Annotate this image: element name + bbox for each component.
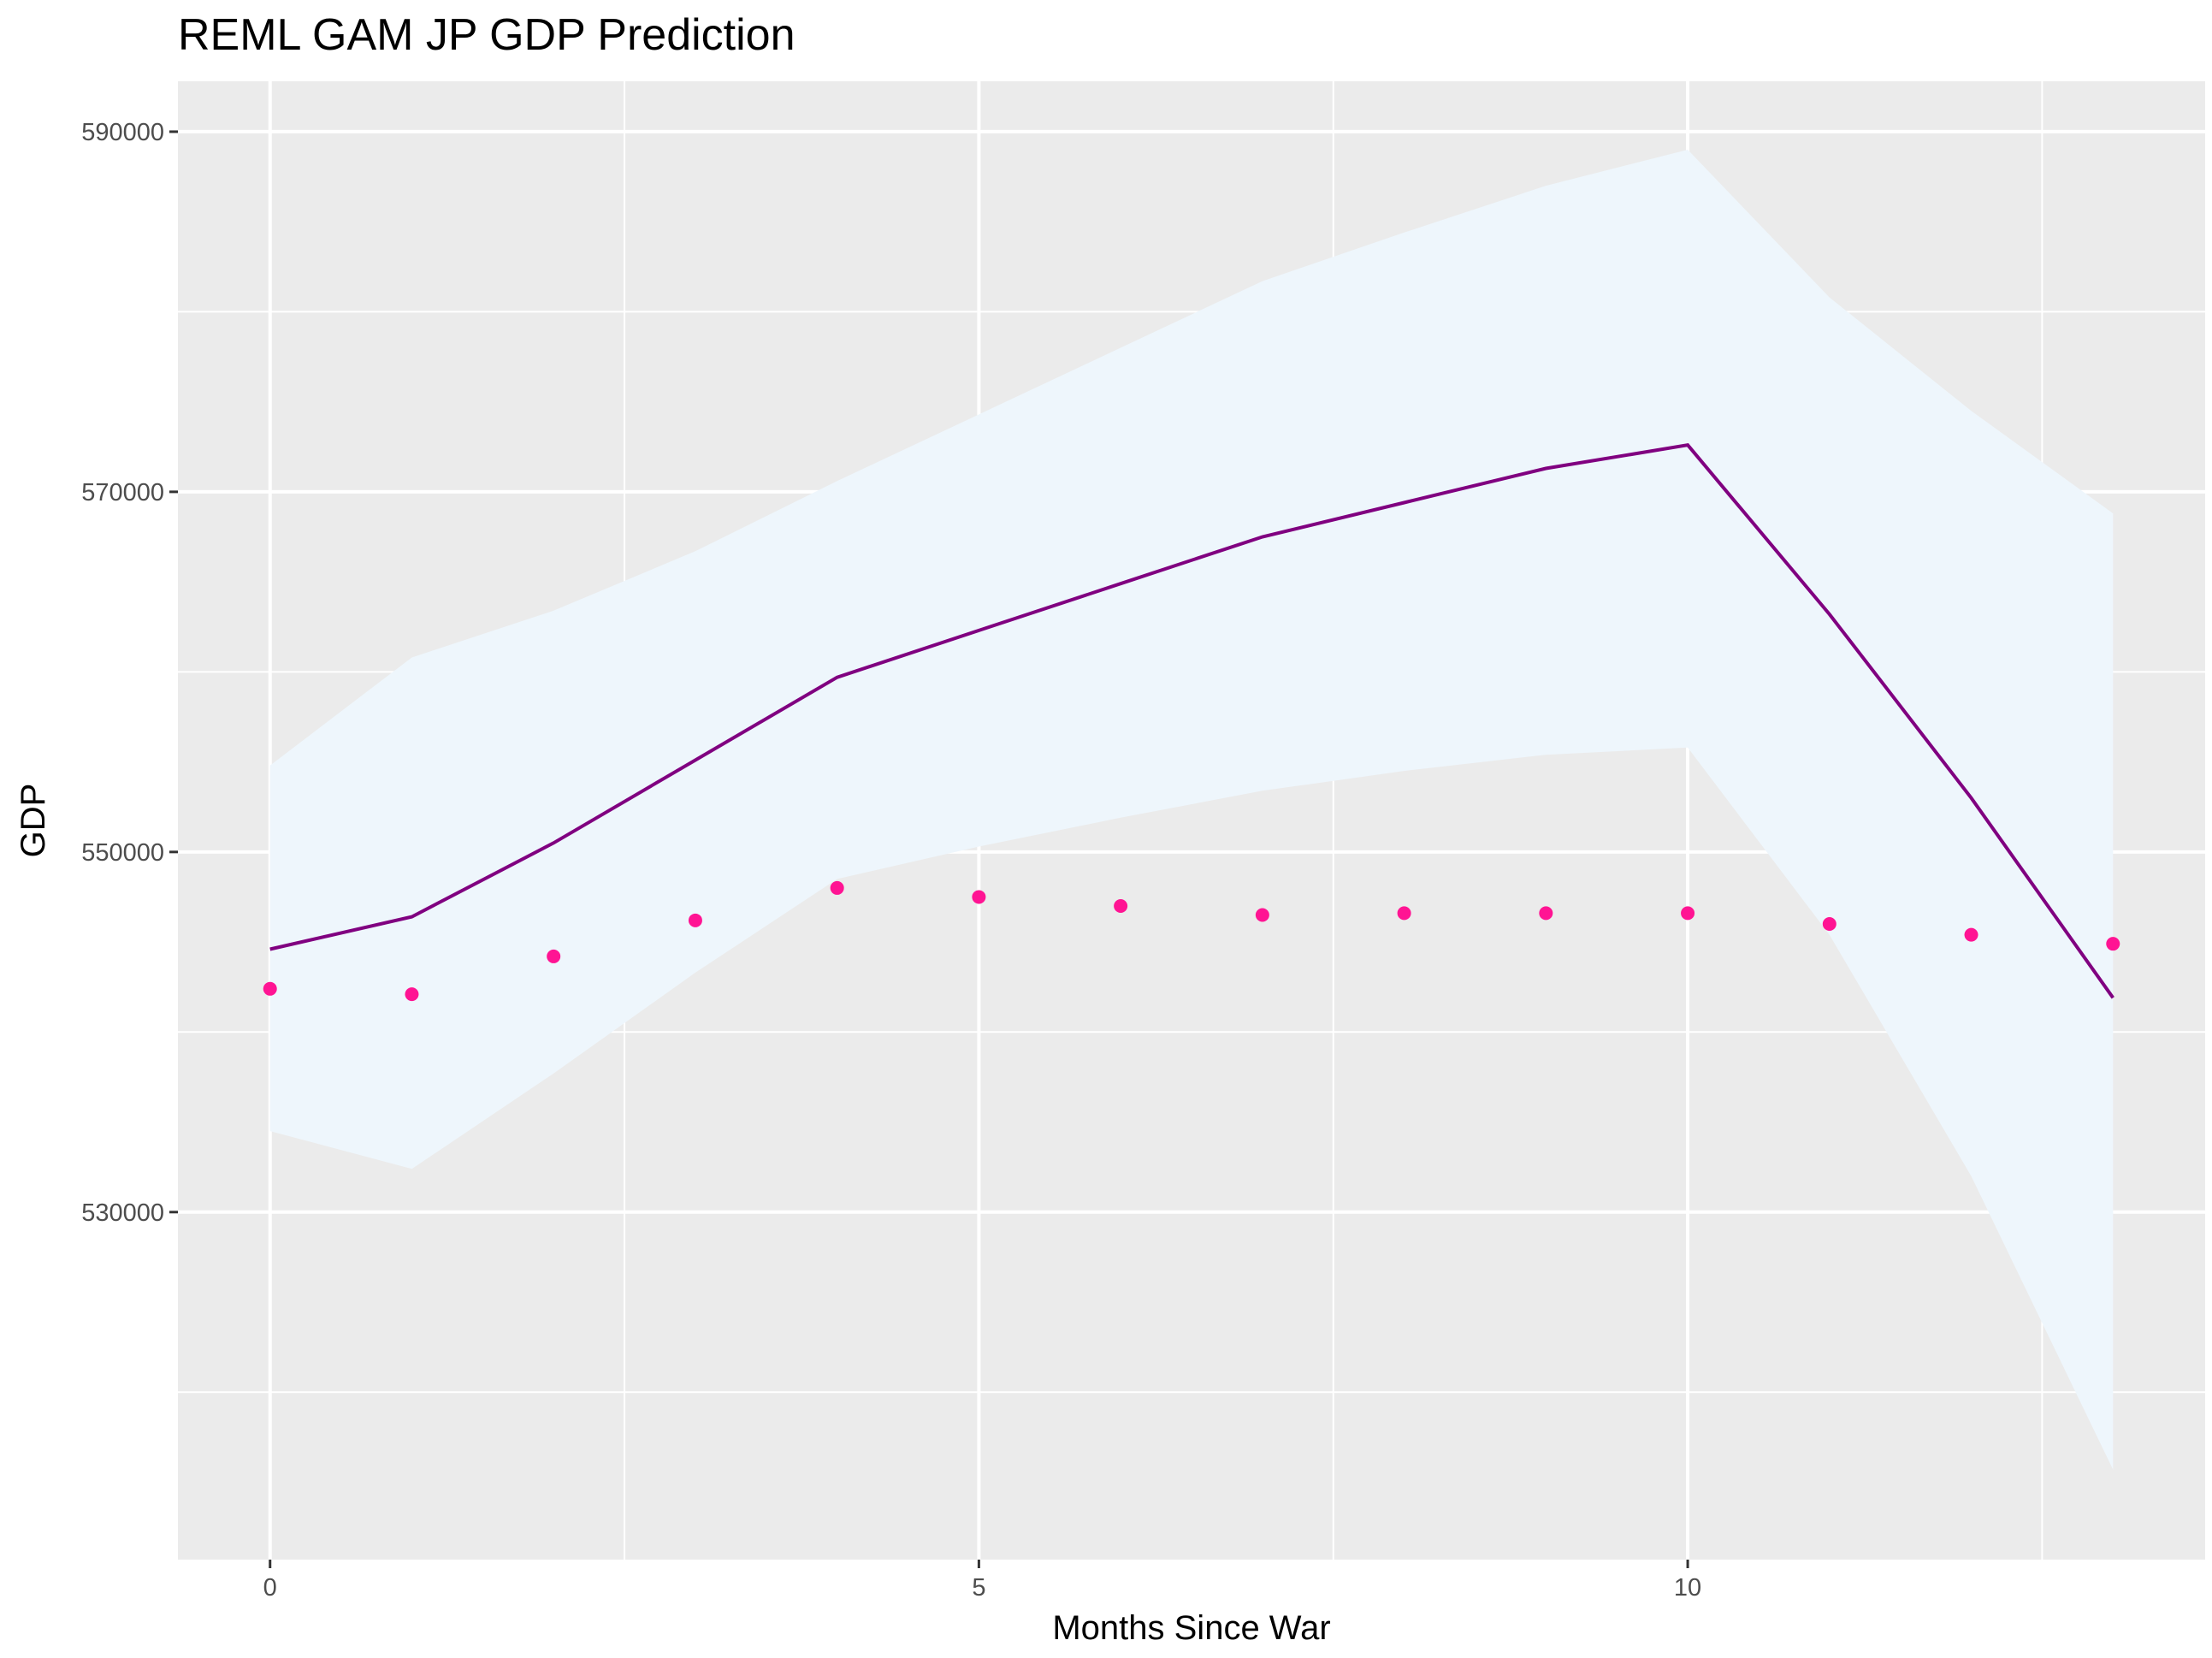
- x-tick-label: 0: [263, 1574, 277, 1602]
- data-point: [1822, 917, 1836, 932]
- x-axis: 0 5 10: [263, 1560, 1701, 1602]
- prediction-line: [269, 443, 2114, 999]
- observed-points: [263, 880, 2120, 1002]
- data-point: [547, 949, 561, 963]
- data-point: [830, 880, 844, 895]
- data-point: [405, 987, 419, 1002]
- y-axis-title: GDP: [15, 784, 52, 858]
- data-point: [1114, 898, 1128, 913]
- data-point: [2106, 937, 2120, 951]
- data-point: [1397, 906, 1411, 921]
- y-axis: 530000 550000 570000 590000: [81, 119, 178, 1227]
- data-point: [1964, 927, 1978, 942]
- y-tick-label: 550000: [81, 839, 164, 867]
- y-tick-label: 590000: [81, 119, 164, 146]
- data-point: [1539, 906, 1553, 921]
- x-tick-label: 5: [972, 1574, 985, 1602]
- x-axis-title: Months Since War: [1052, 1609, 1330, 1647]
- chart-title: REML GAM JP GDP Prediction: [178, 10, 795, 60]
- x-tick-label: 10: [1674, 1574, 1701, 1602]
- y-tick-label: 530000: [81, 1199, 164, 1227]
- data-point: [263, 981, 277, 996]
- data-point: [1255, 908, 1269, 922]
- data-point: [1681, 906, 1695, 921]
- confidence-band: [269, 150, 2114, 1470]
- data-point: [972, 890, 986, 904]
- y-tick-label: 570000: [81, 479, 164, 506]
- data-point: [688, 913, 702, 927]
